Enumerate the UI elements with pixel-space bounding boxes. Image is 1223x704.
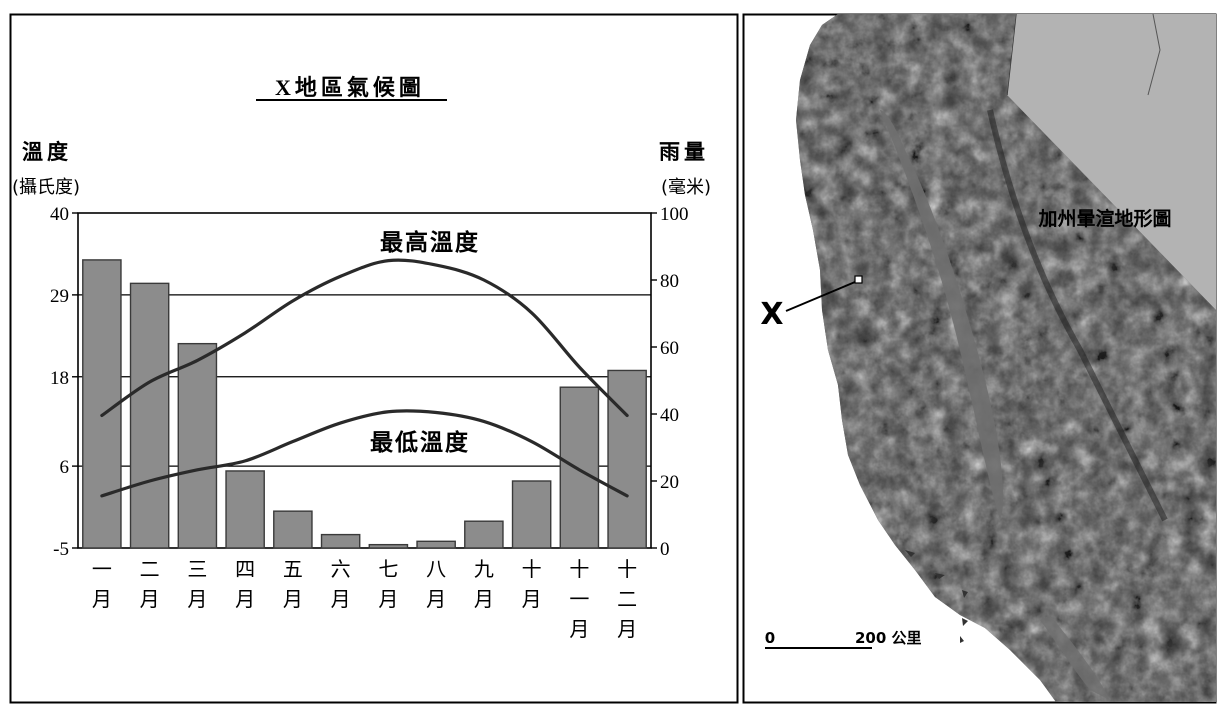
rainfall-bar bbox=[464, 520, 504, 549]
month-label: 八月 bbox=[426, 557, 446, 611]
marker-leader-line bbox=[785, 281, 856, 312]
island bbox=[960, 636, 964, 643]
temperature-lines bbox=[100, 258, 629, 498]
left-tick-label: 6 bbox=[60, 457, 70, 478]
right-tick-label: 40 bbox=[660, 405, 679, 426]
series-label-min-temp: 最低溫度 bbox=[370, 429, 470, 456]
scale-start-label: 0 bbox=[765, 629, 775, 647]
left-tick-label: 29 bbox=[50, 286, 69, 307]
left-tick-label: 18 bbox=[50, 368, 69, 389]
left-axis-unit: (攝氏度) bbox=[12, 177, 80, 198]
rainfall-bar bbox=[177, 342, 218, 549]
month-label: 七月 bbox=[378, 557, 398, 611]
sierra-ridge bbox=[987, 109, 1168, 522]
chart-panel-frame bbox=[9, 13, 739, 704]
rainfall-bar bbox=[225, 470, 265, 549]
right-axis-unit: (毫米) bbox=[661, 177, 711, 198]
rainfall-bar bbox=[416, 540, 456, 549]
island bbox=[962, 590, 968, 598]
max-temp-line bbox=[100, 258, 629, 418]
rainfall-bar bbox=[273, 510, 313, 549]
rainfall-bar bbox=[368, 543, 409, 549]
imperial-valley bbox=[1040, 615, 1110, 700]
island bbox=[962, 618, 968, 626]
chart-title: X地區氣候圖 bbox=[275, 75, 425, 100]
map-title: 加州暈渲地形圖 bbox=[1037, 207, 1171, 230]
month-label: 五月 bbox=[283, 557, 303, 611]
month-label: 九月 bbox=[474, 557, 494, 611]
rainfall-bar bbox=[559, 386, 600, 549]
min-temp-line bbox=[100, 409, 629, 498]
right-tick-label: 20 bbox=[660, 472, 679, 493]
rainfall-bars bbox=[82, 259, 647, 549]
rainfall-bar bbox=[511, 480, 552, 549]
plot-area: 40 29 18 6 -5 100 80 60 40 20 0 一月二月三月四月五月六月七月八月九… bbox=[50, 204, 689, 641]
right-tick-label: 60 bbox=[660, 338, 679, 359]
island bbox=[905, 550, 915, 557]
rainfall-bar bbox=[607, 369, 647, 549]
right-tick-label: 80 bbox=[660, 271, 679, 292]
month-label: 三月 bbox=[187, 557, 207, 611]
central-valley bbox=[880, 110, 1004, 520]
rainfall-bar bbox=[82, 259, 122, 549]
right-axis-label: 雨量 bbox=[659, 140, 709, 164]
month-label: 四月 bbox=[235, 557, 255, 611]
rainfall-bar bbox=[129, 282, 170, 549]
month-label: 一月 bbox=[92, 557, 112, 611]
right-tick-label: 0 bbox=[660, 539, 670, 560]
left-tick-label: -5 bbox=[53, 539, 69, 560]
month-label: 十月 bbox=[522, 557, 542, 611]
month-label: 十一月 bbox=[569, 557, 589, 641]
location-marker bbox=[854, 275, 863, 284]
month-label: 六月 bbox=[331, 557, 351, 611]
right-axis-ticks: 100 80 60 40 20 0 bbox=[651, 204, 689, 560]
state-border-id bbox=[1147, 14, 1161, 96]
island bbox=[935, 573, 945, 579]
rainfall-bar bbox=[320, 533, 361, 549]
month-label: 十二月 bbox=[617, 557, 637, 641]
month-label: 二月 bbox=[140, 557, 160, 611]
left-tick-label: 40 bbox=[50, 204, 69, 225]
scale-end-label: 200 公里 bbox=[855, 629, 922, 647]
plot-border bbox=[77, 212, 652, 549]
left-axis-ticks: 40 29 18 6 -5 bbox=[50, 204, 78, 560]
marker-label: X bbox=[760, 297, 783, 332]
gridlines bbox=[78, 294, 651, 467]
left-axis-label: 溫度 bbox=[22, 140, 72, 164]
series-label-max-temp: 最高溫度 bbox=[380, 229, 480, 256]
right-tick-label: 100 bbox=[660, 204, 689, 225]
